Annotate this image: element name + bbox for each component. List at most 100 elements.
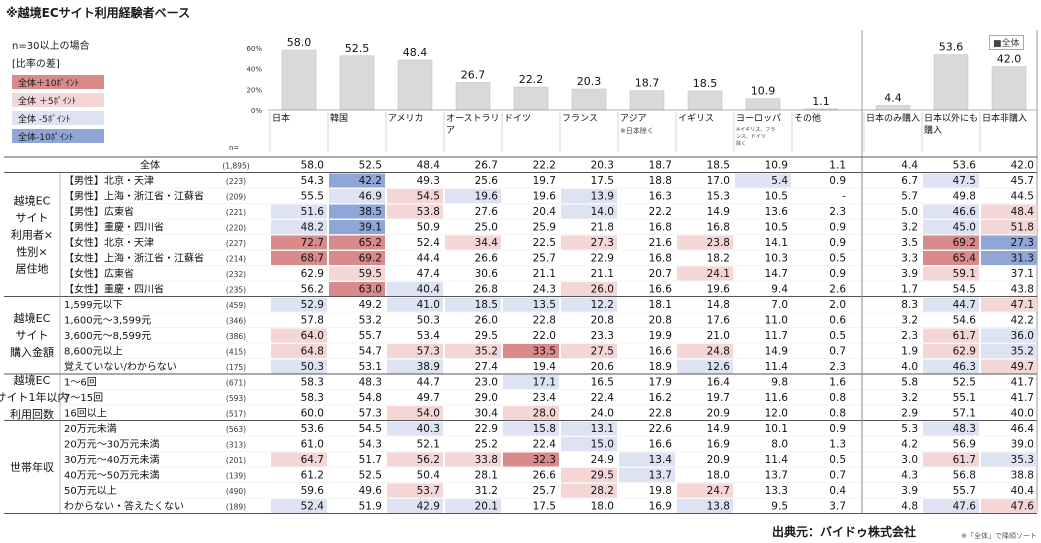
row-label: 【男性】上海・浙江省・江蘇省 xyxy=(64,190,204,203)
cell-value: 54.5 xyxy=(953,284,976,296)
column-header: ヨーロッパ xyxy=(736,113,781,124)
column-header: フランス xyxy=(562,113,598,124)
group-label: 世帯年収 xyxy=(10,460,54,474)
n-header: n= xyxy=(229,144,239,152)
cell-value: 2.3 xyxy=(829,206,846,218)
cell-shade xyxy=(387,499,443,513)
cell-value: 53.1 xyxy=(359,361,382,373)
cell-value: 38.5 xyxy=(359,206,382,218)
cell-value: 59.6 xyxy=(301,485,325,497)
cell-value: 53.6 xyxy=(953,160,977,172)
cell-value: 12.6 xyxy=(707,361,731,373)
cell-value: 16.9 xyxy=(707,439,730,451)
row-n: (201) xyxy=(226,456,246,465)
row-label: 【男性】北京・天津 xyxy=(64,174,154,187)
cell-value: 59.1 xyxy=(953,268,976,280)
cell-value: 56.2 xyxy=(417,454,440,466)
cell-value: 44.7 xyxy=(953,299,976,311)
column-header: イギリス xyxy=(678,113,714,124)
cell-value: 0.9 xyxy=(829,423,846,435)
cell-shade xyxy=(677,483,733,498)
cell-value: 58.3 xyxy=(301,392,324,404)
column-header: 日本のみ購入 xyxy=(866,112,920,124)
cell-shade xyxy=(677,344,733,358)
cell-value: 62.9 xyxy=(301,268,324,280)
cell-value: 27.3 xyxy=(591,237,614,249)
cell-value: 3.9 xyxy=(901,485,918,497)
cell-value: 1.3 xyxy=(829,439,846,451)
cell-shade xyxy=(561,189,617,203)
cell-value: 11.4 xyxy=(765,454,789,466)
cell-value: 46.3 xyxy=(953,361,976,373)
cell-value: 55.1 xyxy=(953,392,976,404)
row-label: 20万元～30万元未満 xyxy=(64,439,159,451)
cell-value: 22.9 xyxy=(591,253,614,265)
cell-value: 27.5 xyxy=(591,346,614,358)
cell-value: 20.1 xyxy=(475,501,498,513)
cell-value: 19.4 xyxy=(533,361,557,373)
cell-shade xyxy=(445,235,501,250)
column-header: アジア xyxy=(620,114,647,124)
footer-note: ※「全体」で降順ソート xyxy=(961,532,1037,540)
cell-value: 51.7 xyxy=(359,454,382,466)
cell-value: 57.3 xyxy=(417,346,440,358)
cell-value: 54.5 xyxy=(417,191,440,203)
cell-value: 13.6 xyxy=(765,206,789,218)
cell-value: 14.7 xyxy=(765,268,788,280)
cell-shade xyxy=(271,328,327,343)
cell-value: 18.2 xyxy=(707,253,730,265)
cell-value: 50.4 xyxy=(417,470,441,482)
group-label: 居住地 xyxy=(16,261,49,275)
cell-value: 25.0 xyxy=(475,222,498,234)
cell-value: 12.0 xyxy=(765,408,788,420)
cell-value: 18.0 xyxy=(591,501,614,513)
row-n: (175) xyxy=(226,363,246,372)
cell-value: 61.2 xyxy=(301,470,324,482)
cell-shade xyxy=(387,406,443,420)
cell-value: 0.7 xyxy=(829,346,846,358)
cell-shade xyxy=(677,235,733,250)
cell-value: 53.8 xyxy=(417,206,440,218)
cell-value: 23.0 xyxy=(475,377,498,389)
cell-value: 22.2 xyxy=(649,206,672,218)
column-header: その他 xyxy=(794,112,821,124)
cell-value: 54.7 xyxy=(359,346,382,358)
row-n: (232) xyxy=(226,270,246,279)
group-label: サイト xyxy=(16,329,49,342)
cell-shade xyxy=(271,452,327,467)
row-n: (459) xyxy=(226,301,246,310)
row-n: (227) xyxy=(226,239,246,248)
row-label: 【女性】広東省 xyxy=(64,267,134,280)
cell-value: 0.6 xyxy=(829,315,846,327)
cell-value: 15.8 xyxy=(533,423,556,435)
bar-value-label: 18.5 xyxy=(693,77,718,90)
row-n: (214) xyxy=(226,255,246,264)
cell-shade xyxy=(619,452,675,467)
cell-shade xyxy=(271,220,327,234)
cell-value: 57.3 xyxy=(359,408,382,420)
cell-value: 19.9 xyxy=(649,330,672,342)
legend-swatch-minus10: 全体-10ﾎﾟｲﾝﾄ xyxy=(12,129,104,143)
cell-value: 54.5 xyxy=(359,423,382,435)
cell-value: 17.9 xyxy=(649,377,672,389)
note-sample-size: n=30以上の場合 xyxy=(12,41,90,52)
cell-value: 49.3 xyxy=(417,175,440,187)
cell-value: 22.5 xyxy=(533,237,556,249)
cell-value: 16.6 xyxy=(649,346,673,358)
cell-value: 2.3 xyxy=(829,361,846,373)
bar-ytick-label: 60% xyxy=(246,45,262,53)
cell-value: 19.6 xyxy=(533,191,557,203)
row-n: (189) xyxy=(226,503,246,512)
cell-value: 38.8 xyxy=(1011,470,1034,482)
cell-shade xyxy=(387,359,443,374)
cell-value: 4.3 xyxy=(901,470,918,482)
cell-shade xyxy=(923,220,979,234)
row-n: (313) xyxy=(226,441,246,450)
cell-value: 24.1 xyxy=(707,268,730,280)
cell-value: 16.8 xyxy=(707,222,730,234)
cell-value: 12.2 xyxy=(591,299,614,311)
cell-shade xyxy=(735,173,791,188)
cell-shade xyxy=(981,499,1037,513)
cell-value: 24.3 xyxy=(533,284,556,296)
